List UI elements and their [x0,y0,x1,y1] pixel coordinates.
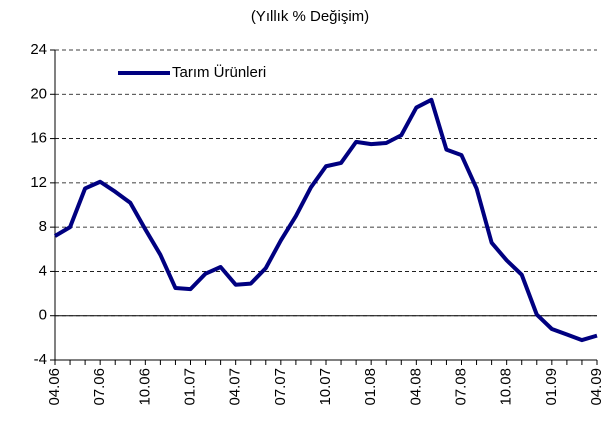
x-tick-label: 04.06 [46,368,63,406]
x-tick-label: 04.09 [588,368,603,406]
chart-title: (Yıllık % Değişim) [251,8,369,25]
y-tick-label: 24 [30,41,47,58]
line [53,97,598,343]
x-tick-label: 01.08 [362,368,379,406]
y-tick-label: 8 [39,218,47,235]
y-tick-label: -4 [34,351,47,368]
x-tick-label: 07.07 [272,368,289,406]
x-tick-label: 04.08 [407,368,424,406]
x-tick-label: 04.07 [227,368,244,406]
y-tick-label: 4 [39,262,47,279]
legend-label: Tarım Ürünleri [172,63,266,81]
x-tick-label: 10.07 [317,368,334,406]
x-tick-label: 07.06 [91,368,108,406]
y-tick-label: 16 [30,130,47,147]
x-tick-label: 01.09 [543,368,560,406]
x-tick-label: 10.06 [136,368,153,406]
x-tick-label: 07.08 [452,368,469,406]
x-tick-label: 10.08 [498,368,515,406]
y-tick-label: 20 [30,85,47,102]
y-tick-label: 0 [39,307,47,324]
y-tick-label: 12 [30,174,47,191]
x-tick-label: 01.07 [181,368,198,406]
